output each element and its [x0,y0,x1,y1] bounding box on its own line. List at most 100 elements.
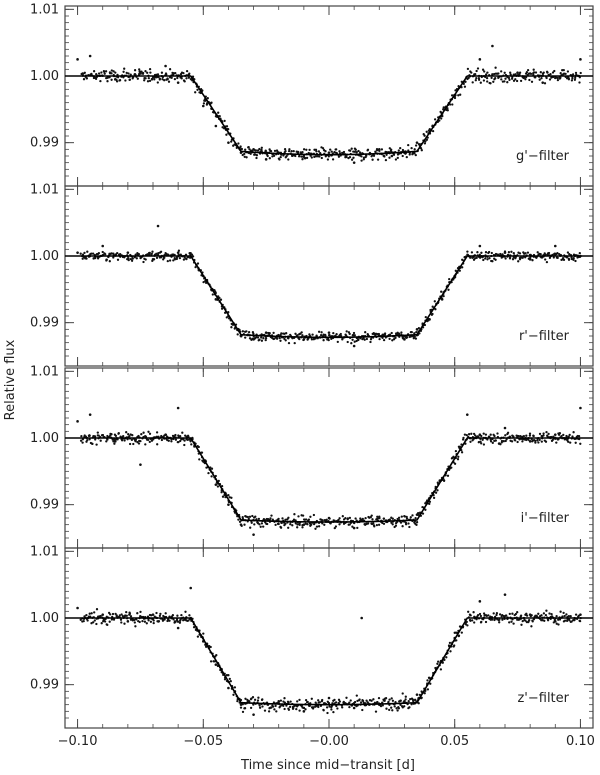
data-point [279,704,282,708]
data-point [541,81,545,84]
data-point [401,154,404,158]
data-point [277,522,280,526]
data-point [365,154,368,157]
data-point [500,439,504,443]
data-point [122,434,125,438]
filter-label: g'−filter [516,149,570,164]
data-point [426,679,429,682]
data-point [482,612,486,615]
data-point [370,699,373,702]
model-line [65,437,593,523]
data-point [470,71,473,74]
data-point [95,608,99,611]
data-point [550,613,553,616]
data-point [351,338,354,341]
data-point [113,442,116,445]
data-point [566,70,570,73]
panel-0: 0.99 1.00 1.01 g'−filter [30,2,594,187]
data-point [498,618,501,621]
data-point [460,631,463,634]
data-point [125,614,128,617]
data-point [151,258,155,261]
data-point [565,613,568,616]
data-point [545,260,549,264]
data-point [360,155,363,158]
data-point [423,134,426,137]
data-point [144,443,147,446]
data-point [496,253,499,256]
data-point [252,703,255,706]
data-point [307,518,311,521]
data-point [476,251,479,254]
data-point [394,336,397,340]
data-point [178,256,182,260]
data-point [105,258,108,261]
data-point [322,339,325,342]
data-point [356,526,359,530]
data-point [146,71,149,74]
y-tick-label: 1.00 [30,69,59,84]
data-point [498,613,502,616]
data-point [327,331,331,334]
data-point [171,614,175,617]
y-tick-label: 1.01 [30,182,59,197]
data-point [401,148,405,152]
data-point [79,439,83,442]
data-point [464,80,467,83]
data-point [361,699,365,703]
data-point [358,151,362,154]
data-point [227,686,230,690]
data-point [346,340,349,344]
data-point [306,523,309,526]
data-point [465,433,468,437]
data-point [192,626,196,629]
data-point [401,692,404,695]
data-point [359,701,363,704]
data-point [353,700,357,704]
data-point [233,327,236,330]
data-point [165,435,169,438]
data-point [323,523,326,526]
data-point [131,434,134,437]
data-point [327,696,331,700]
data-point [520,623,523,626]
data-point [431,305,434,308]
data-point [319,152,322,155]
data-point [230,326,233,329]
data-point [457,455,460,458]
data-point [230,140,233,143]
data-point [482,258,485,262]
data-point [164,64,167,68]
data-point [431,312,434,316]
data-point [127,257,130,260]
data-point [256,149,260,152]
data-point [178,619,182,622]
data-point [377,523,381,526]
data-point [122,70,125,73]
data-point [475,256,478,260]
data-point [440,298,444,301]
data-point [484,257,487,260]
y-tick-label: 0.99 [30,498,59,513]
data-point [399,146,402,150]
data-point [352,526,356,530]
data-point [129,73,132,76]
data-point [404,698,407,701]
data-point [79,252,82,255]
data-point [424,315,427,319]
data-point [163,256,166,259]
data-point [478,600,482,603]
data-point [264,338,267,342]
data-point [317,705,320,709]
data-point [97,72,101,75]
data-point [215,653,218,657]
data-point [355,694,358,697]
data-point [194,91,197,94]
data-point [572,431,575,434]
data-point [210,475,213,478]
data-point [559,76,562,79]
data-point [227,503,230,506]
data-point [156,81,159,84]
data-point [568,433,571,437]
data-point [128,442,132,446]
